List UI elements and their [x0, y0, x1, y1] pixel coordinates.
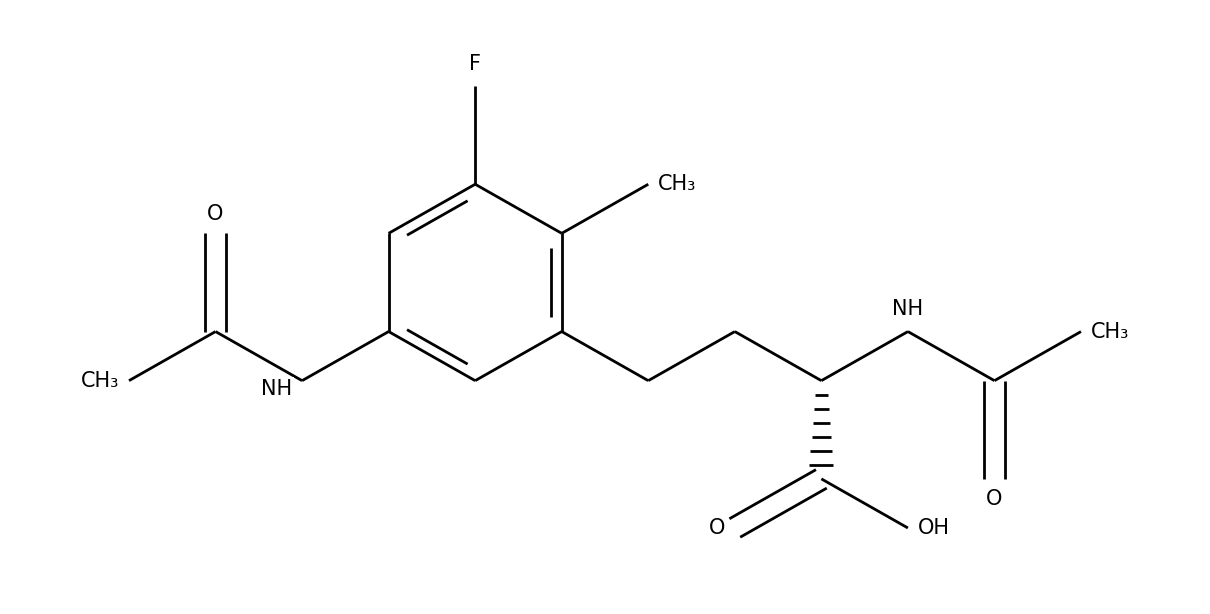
Text: CH₃: CH₃	[1091, 322, 1129, 341]
Text: O: O	[986, 489, 1003, 509]
Text: O: O	[709, 518, 725, 538]
Text: O: O	[207, 203, 224, 223]
Text: NH: NH	[261, 379, 292, 399]
Text: NH: NH	[892, 299, 923, 319]
Text: OH: OH	[918, 518, 950, 538]
Text: CH₃: CH₃	[658, 174, 697, 194]
Text: F: F	[469, 54, 482, 74]
Text: CH₃: CH₃	[81, 371, 119, 391]
